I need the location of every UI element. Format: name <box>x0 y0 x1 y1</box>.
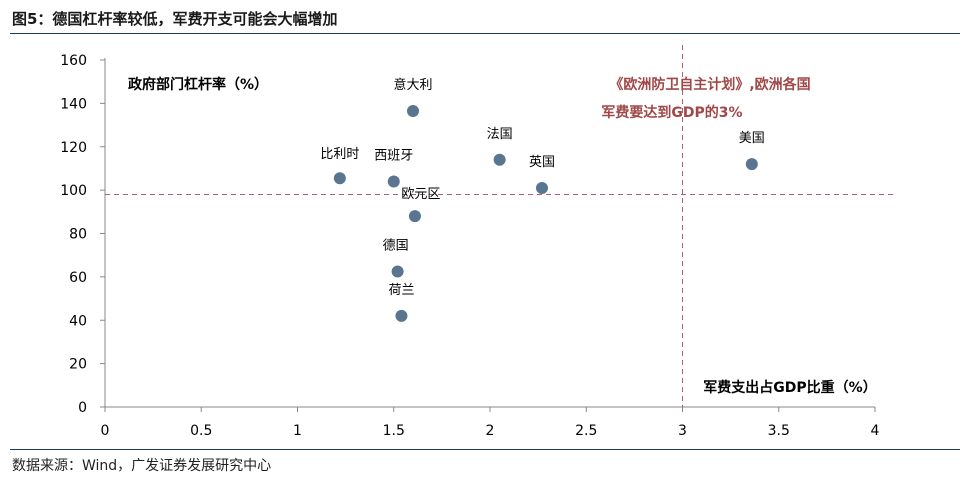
y-tick-label: 120 <box>60 140 87 156</box>
data-point-label: 比利时 <box>320 147 359 162</box>
x-tick-label: 0 <box>101 423 110 439</box>
y-tick-label: 0 <box>78 400 87 416</box>
data-point-label: 意大利 <box>393 77 432 93</box>
data-point <box>407 104 419 117</box>
data-point <box>493 153 506 166</box>
data-point <box>745 158 758 171</box>
data-point <box>535 181 548 194</box>
data-point <box>391 265 404 278</box>
data-point-label: 荷兰 <box>388 283 414 298</box>
x-tick-label: 0.5 <box>190 423 212 439</box>
x-tick-label: 2 <box>486 423 495 439</box>
y-tick-label: 80 <box>69 227 87 243</box>
data-point-label: 欧元区 <box>401 187 440 202</box>
x-axis-title: 军费支出占GDP比重（%） <box>703 379 876 396</box>
y-tick-label: 160 <box>60 53 87 69</box>
x-tick-label: 2.5 <box>575 423 597 439</box>
data-point <box>408 210 421 223</box>
axes: 0 20 40 60 80 100 120 140 160 0 0.5 1 1.5 2 2.5 3 3.5 4 <box>60 53 879 439</box>
policy-annotation-line-1: 《欧洲防卫自主计划》,欧洲各国 <box>609 76 810 93</box>
data-point <box>333 172 346 185</box>
source-note: 数据来源：Wind，广发证券发展研究中心 <box>12 458 272 474</box>
data-point-label: 西班牙 <box>374 148 413 163</box>
title-rule <box>10 33 960 34</box>
data-point-label: 美国 <box>739 131 765 146</box>
y-tick-label: 20 <box>69 357 87 373</box>
y-tick-label: 60 <box>69 270 87 286</box>
data-point-label: 英国 <box>529 155 555 170</box>
y-axis-title: 政府部门杠杆率（%） <box>128 76 268 93</box>
data-point <box>395 309 408 322</box>
x-tick-label: 3.5 <box>768 423 790 439</box>
y-tick-label: 100 <box>60 183 87 199</box>
data-point-label: 德国 <box>383 238 409 253</box>
data-point-label: 法国 <box>487 127 513 142</box>
figure-title: 图5：德国杠杆率较低，军费开支可能会大幅增加 <box>12 10 338 28</box>
reference-lines <box>105 45 895 407</box>
x-tick-label: 1.5 <box>383 423 405 439</box>
data-point <box>387 175 400 188</box>
x-tick-label: 3 <box>678 423 687 439</box>
x-tick-label: 1 <box>293 423 302 439</box>
axis-labels: 政府部门杠杆率（%） 军费支出占GDP比重（%） 《欧洲防卫自主计划》,欧洲各国军费… <box>128 76 877 396</box>
y-tick-label: 40 <box>69 313 87 329</box>
x-tick-label: 4 <box>871 423 880 439</box>
source-rule <box>10 449 960 450</box>
policy-annotation-line-2: 军费要达到GDP的3% <box>601 104 742 121</box>
y-tick-label: 140 <box>60 96 87 112</box>
